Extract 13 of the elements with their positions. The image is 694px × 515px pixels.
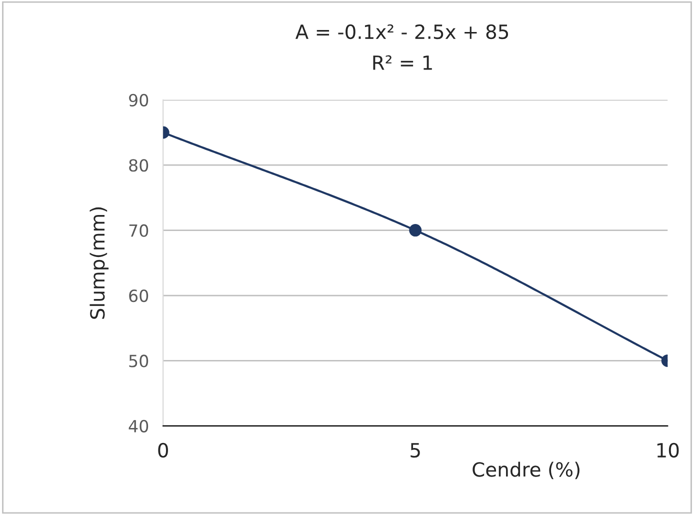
x-axis-title: Cendre (%) <box>472 462 580 480</box>
y-axis-title: Slump(mm) <box>90 207 109 319</box>
y-tick-label: 40 <box>128 420 148 432</box>
text: R² = 1 <box>373 55 432 70</box>
text: A = -0.1x² - 2.5x + 85 <box>295 24 508 40</box>
x-tick-label: 0 <box>158 442 168 458</box>
y-tick-label: 50 <box>129 354 148 368</box>
y-tick-label: 90 <box>129 94 148 106</box>
y-tick-label: 80 <box>129 159 148 172</box>
y-tick-label: 60 <box>129 289 148 302</box>
x-tick-label: 10 <box>657 442 679 458</box>
y-tick-label: 70 <box>129 224 148 237</box>
x-tick-label: 5 <box>410 443 420 458</box>
